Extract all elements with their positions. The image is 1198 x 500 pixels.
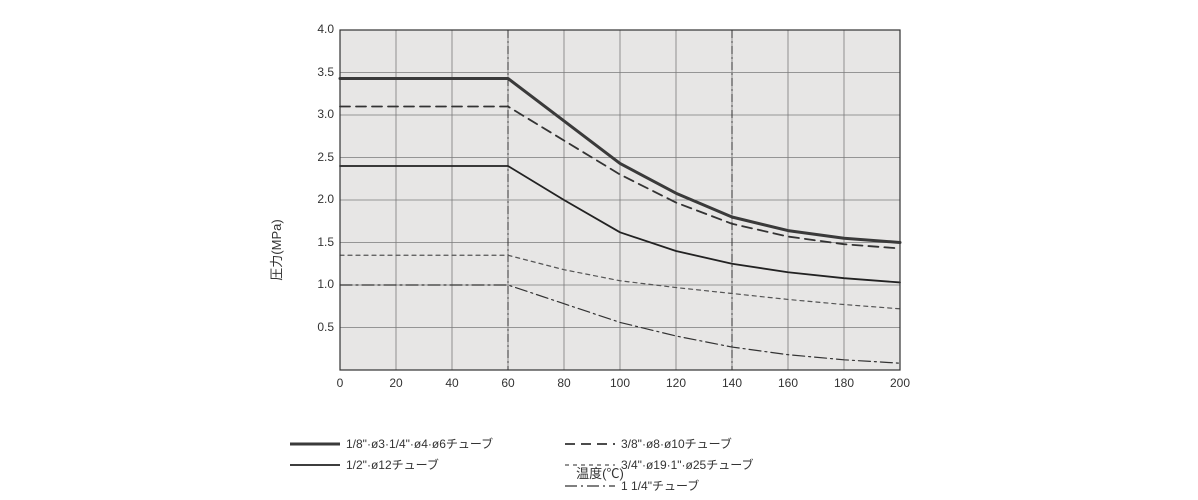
y-tick-label: 1.5 [317,235,334,249]
legend-label: 3/8"·ø8·ø10チューブ [621,435,732,452]
x-tick-label: 0 [330,376,350,390]
legend-line-icon [565,458,615,472]
legend-label: 1/8"·ø3·1/4"·ø4·ø6チューブ [346,435,493,452]
y-tick-label: 3.5 [317,65,334,79]
legend-row: 1 1/4"チューブ [290,477,910,494]
legend-label: 1 1/4"チューブ [621,477,699,494]
x-tick-label: 140 [722,376,742,390]
y-axis-label: 圧力(MPa) [266,219,285,280]
legend-item: 3/8"·ø8·ø10チューブ [565,435,800,452]
legend-row: 1/2"·ø12チューブ 3/4"·ø19·1"·ø25チューブ [290,456,910,473]
legend-item [290,477,525,494]
y-tick-label: 3.0 [317,107,334,121]
pressure-temp-chart: 圧力(MPa) 温度(℃) 02040608010012014016018020… [290,20,910,480]
legend-item: 1 1/4"チューブ [565,477,800,494]
y-tick-label: 1.0 [317,277,334,291]
y-tick-label: 0.5 [317,320,334,334]
legend-item: 1/8"·ø3·1/4"·ø4·ø6チューブ [290,435,525,452]
legend-label: 1/2"·ø12チューブ [346,456,439,473]
legend-row: 1/8"·ø3·1/4"·ø4·ø6チューブ 3/8"·ø8·ø10チューブ [290,435,910,452]
legend-line-icon [290,437,340,451]
x-tick-label: 80 [554,376,574,390]
legend-line-icon [565,437,615,451]
chart-svg [290,20,910,410]
y-tick-label: 2.0 [317,192,334,206]
x-tick-label: 40 [442,376,462,390]
legend-item: 3/4"·ø19·1"·ø25チューブ [565,456,800,473]
legend-line-icon [290,458,340,472]
legend-label: 3/4"·ø19·1"·ø25チューブ [621,456,754,473]
legend-item: 1/2"·ø12チューブ [290,456,525,473]
legend: 1/8"·ø3·1/4"·ø4·ø6チューブ 3/8"·ø8·ø10チューブ 1/2… [290,435,910,498]
x-tick-label: 160 [778,376,798,390]
x-tick-label: 60 [498,376,518,390]
x-tick-label: 100 [610,376,630,390]
x-tick-label: 120 [666,376,686,390]
x-tick-label: 180 [834,376,854,390]
y-tick-label: 2.5 [317,150,334,164]
x-tick-label: 200 [890,376,910,390]
y-tick-label: 4.0 [317,22,334,36]
legend-line-icon [565,479,615,493]
x-tick-label: 20 [386,376,406,390]
